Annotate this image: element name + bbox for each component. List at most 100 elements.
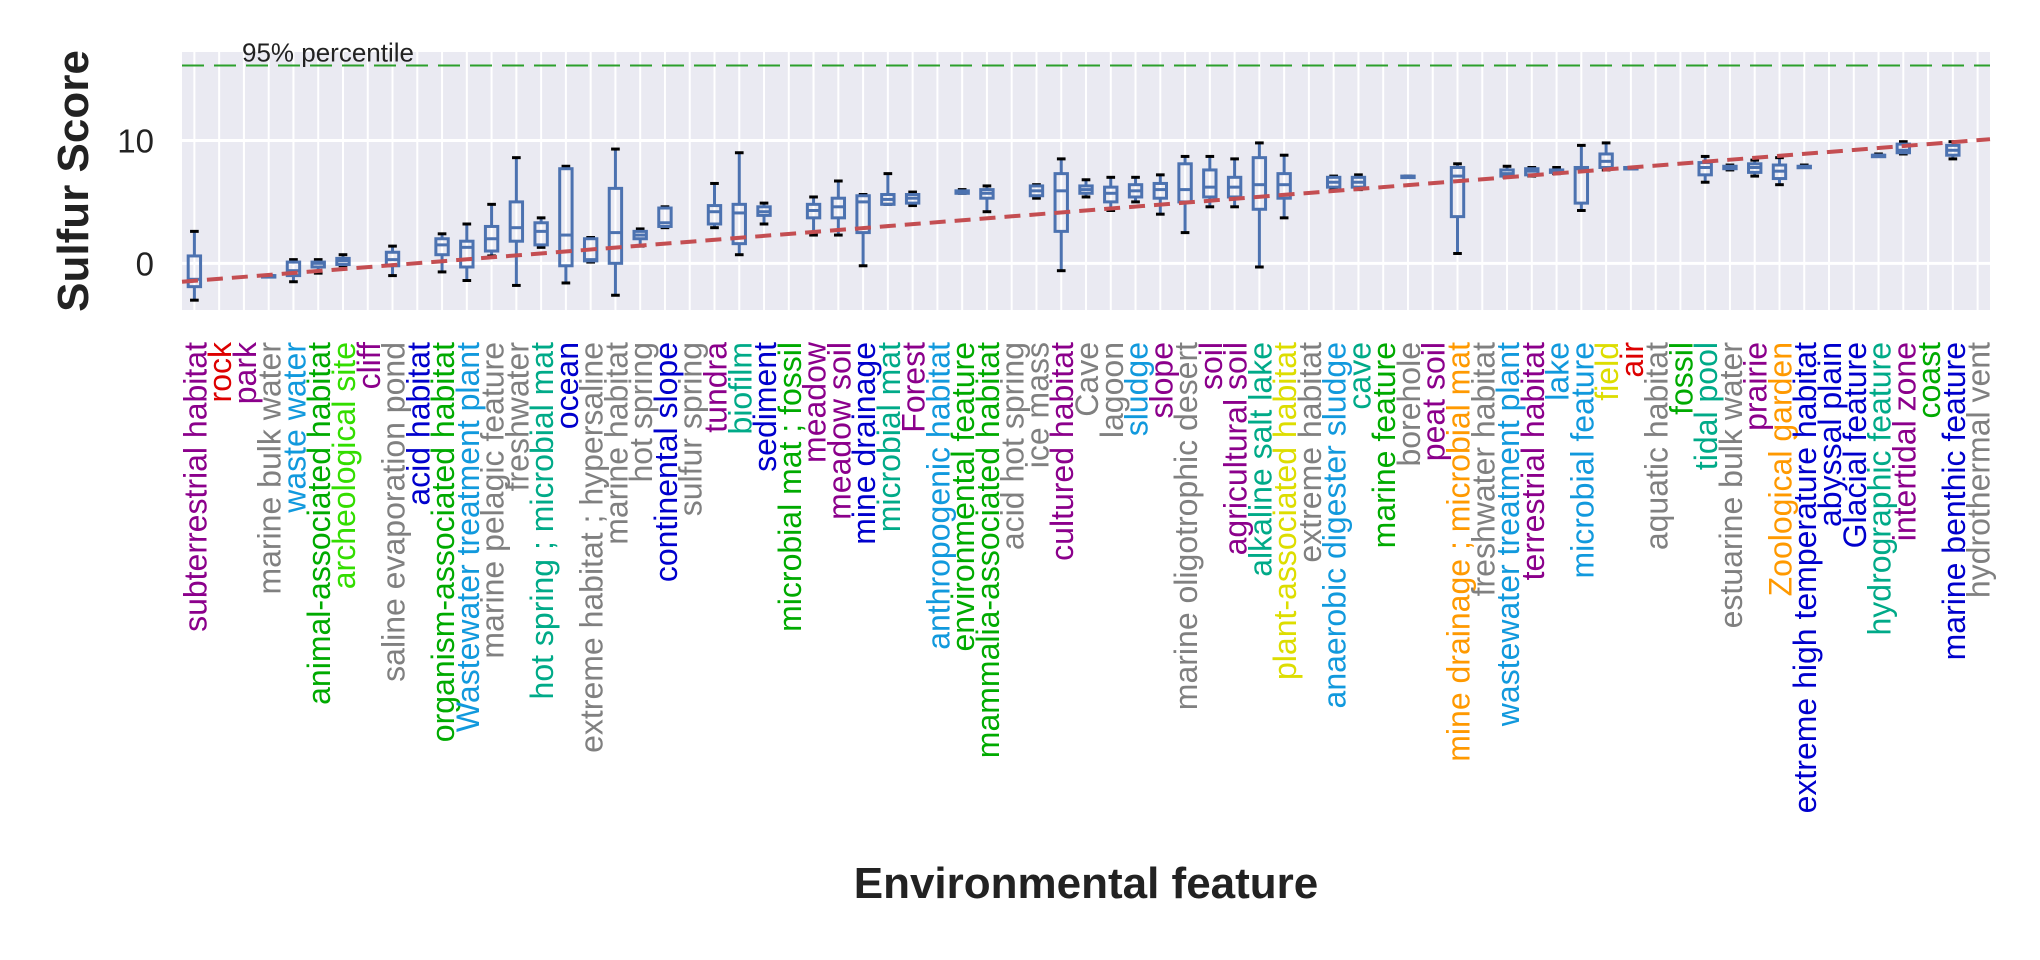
x-tick-label: continental slope [648, 342, 684, 582]
percentile-label: 95% percentile [242, 38, 414, 68]
y-tick-label: 0 [136, 245, 154, 282]
box-23 [756, 201, 772, 226]
box-iqr [607, 186, 624, 265]
x-tick-label: tundra [697, 342, 733, 433]
x-tick-label: cave [1341, 342, 1377, 410]
y-tick-label: 10 [117, 122, 154, 159]
x-tick-label: aquatic habitat [1639, 342, 1675, 550]
x-tick-label: acid hot spring [995, 342, 1031, 550]
box-11 [459, 222, 475, 283]
x-tick-label: Forest [896, 342, 932, 433]
box-34 [1028, 183, 1045, 200]
x-tick-label: mine drainage ; microbial mat [1441, 342, 1477, 762]
x-tick-label: terrestrial habitat [1515, 342, 1551, 580]
x-tick-label: tidal pool [1688, 342, 1724, 470]
box-iqr [657, 206, 673, 228]
box-63 [1747, 158, 1763, 178]
x-tick-label: acid habitat [400, 342, 436, 506]
box-62 [1722, 163, 1738, 172]
x-tick-label: Wastewater treatment plant [450, 342, 486, 732]
x-tick-label: meadow soil [821, 342, 857, 520]
box-31 [954, 188, 970, 195]
x-tick-label: fossil [1663, 342, 1699, 415]
x-tick-label: park [227, 341, 263, 404]
x-tick-label: alkaline salt lake [1242, 342, 1278, 577]
x-tick-label: mine drainage [846, 342, 882, 545]
box-29 [904, 190, 921, 208]
box-43 [1251, 141, 1268, 269]
x-tick-label: soil [1193, 342, 1229, 390]
x-tick-label: hydrographic feature [1862, 342, 1898, 636]
x-tick-label: extreme habitat ; hypersaline [574, 342, 610, 753]
x-tick-label: Glacial feature [1837, 342, 1873, 548]
x-tick-label: lagoon [1094, 342, 1130, 438]
x-tick-label: ice mass [1019, 342, 1055, 468]
box-44 [1276, 153, 1292, 220]
x-tick-label: environmental feature [945, 342, 981, 652]
x-tick-label: biofilm [722, 342, 758, 434]
x-tick-label: field [1589, 342, 1625, 401]
box-iqr [186, 254, 203, 289]
x-tick-label: hot spring [623, 342, 659, 483]
box-68 [1870, 152, 1887, 159]
box-22 [731, 151, 747, 257]
box-iqr [1449, 165, 1466, 219]
box-41 [1202, 154, 1218, 209]
x-tick-label: cultured habitat [1044, 342, 1080, 561]
box-35 [1053, 157, 1069, 273]
x-tick-label: Zoological garden [1762, 342, 1798, 596]
x-tick-label: lake [1540, 342, 1576, 401]
x-tick-label: borehole [1391, 342, 1427, 467]
box-38 [1127, 175, 1144, 204]
box-21 [706, 181, 723, 230]
box-iqr [459, 239, 475, 269]
box-6 [335, 253, 351, 268]
x-tick-label: prairie [1738, 342, 1774, 431]
x-tick-label: microbial feature [1564, 342, 1600, 579]
x-tick-label: hot spring ; microbial mat [524, 342, 560, 700]
x-tick-label: ocean [549, 342, 585, 429]
box-19 [657, 205, 673, 230]
box-8 [384, 244, 401, 278]
box-15 [558, 164, 574, 285]
x-tick-label: intertidal zone [1886, 342, 1922, 541]
box-17 [607, 147, 624, 297]
x-tick-label: slope [1143, 342, 1179, 419]
box-12 [483, 202, 500, 258]
x-tick-label: microbial mat ; fossil [772, 342, 808, 632]
x-tick-label: anaerobic digester sludge [1317, 342, 1353, 708]
x-tick-label: air [1614, 342, 1650, 378]
box-26 [830, 179, 847, 237]
box-iqr [285, 260, 302, 278]
x-tick-label: marine benthic feature [1936, 342, 1972, 660]
x-tick-label: anthropogenic habitat [920, 342, 956, 650]
x-tick-label: sludge [1119, 342, 1155, 436]
box-iqr [508, 200, 525, 243]
box-14 [533, 216, 549, 249]
box-71 [1945, 140, 1961, 161]
x-tick-label: peat soil [1416, 342, 1452, 461]
box-iqr [533, 221, 549, 247]
x-tick-label: rock [202, 341, 238, 402]
box-27 [855, 193, 871, 268]
x-tick-label: subterrestrial habitat [177, 342, 213, 632]
x-tick-label: archeological site [326, 342, 362, 589]
box-iqr [1202, 168, 1218, 199]
box-10 [434, 232, 450, 274]
x-tick-label: estuarine bulk water [1713, 342, 1749, 629]
x-tick-label: marine pelagic feature [475, 342, 511, 659]
box-65 [1796, 163, 1812, 170]
box-iqr [855, 194, 871, 235]
box-iqr [558, 167, 574, 268]
x-tick-label: coast [1911, 342, 1947, 419]
box-46 [1325, 174, 1342, 192]
x-tick-label: marine bulk water [252, 342, 288, 595]
trend-line [181, 137, 1991, 284]
x-tick-label: hydrothermal vent [1961, 342, 1997, 598]
box-iqr [434, 237, 450, 257]
box-iqr [1053, 172, 1069, 233]
x-axis-label: Environmental feature [854, 859, 1319, 908]
